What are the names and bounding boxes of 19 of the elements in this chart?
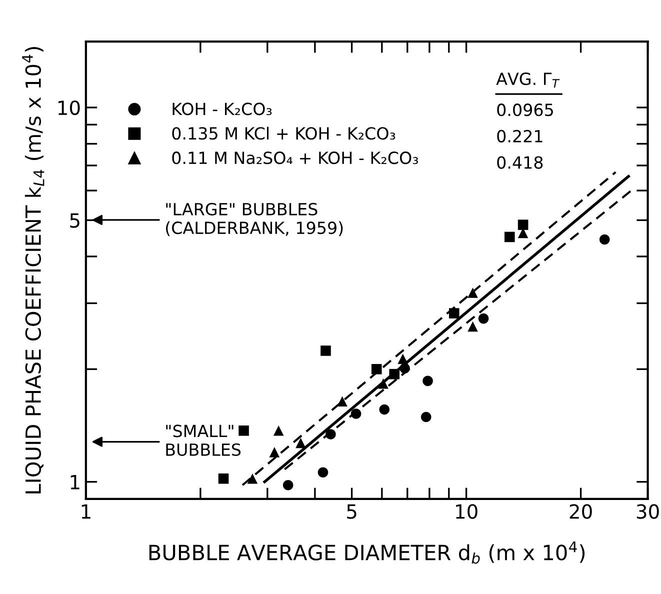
y-tick-label: 10 [58,100,80,116]
annotation: AVG. Γ$_{T}$ [496,72,560,88]
legend-label: 0.11 M Na₂SO₄ + KOH - K₂CO₃ [172,152,418,164]
annotation: "LARGE" BUBBLES (CALDERBANK, 1959) [166,202,343,236]
y-axis-title: LIQUID PHASE COEFFICIENT k$_{L4}$ (m/s x 10$^{4}$) [22,47,44,494]
x-tick-label: 30 [636,504,659,519]
x-tick-label: 1 [82,504,90,519]
legend-label: KOH - K₂CO₃ [172,102,272,116]
x-tick-label: 5 [347,504,356,519]
annotation: 0.0965 [497,104,553,116]
annotation: 0.418 [497,156,543,169]
y-tick-label: 1 [70,475,80,490]
x-tick-label: 20 [570,504,592,519]
annotation: 0.221 [497,130,542,142]
x-axis-title: BUBBLE AVERAGE DIAMETER d$_{b}$ (m x 10$^{4}$) [149,542,585,564]
annotation: "SMALL" BUBBLES [166,424,241,456]
y-tick-label: 5 [70,213,80,228]
x-tick-label: 10 [456,504,478,519]
legend-label: 0.135 M KCl + KOH - K₂CO₃ [172,126,396,140]
